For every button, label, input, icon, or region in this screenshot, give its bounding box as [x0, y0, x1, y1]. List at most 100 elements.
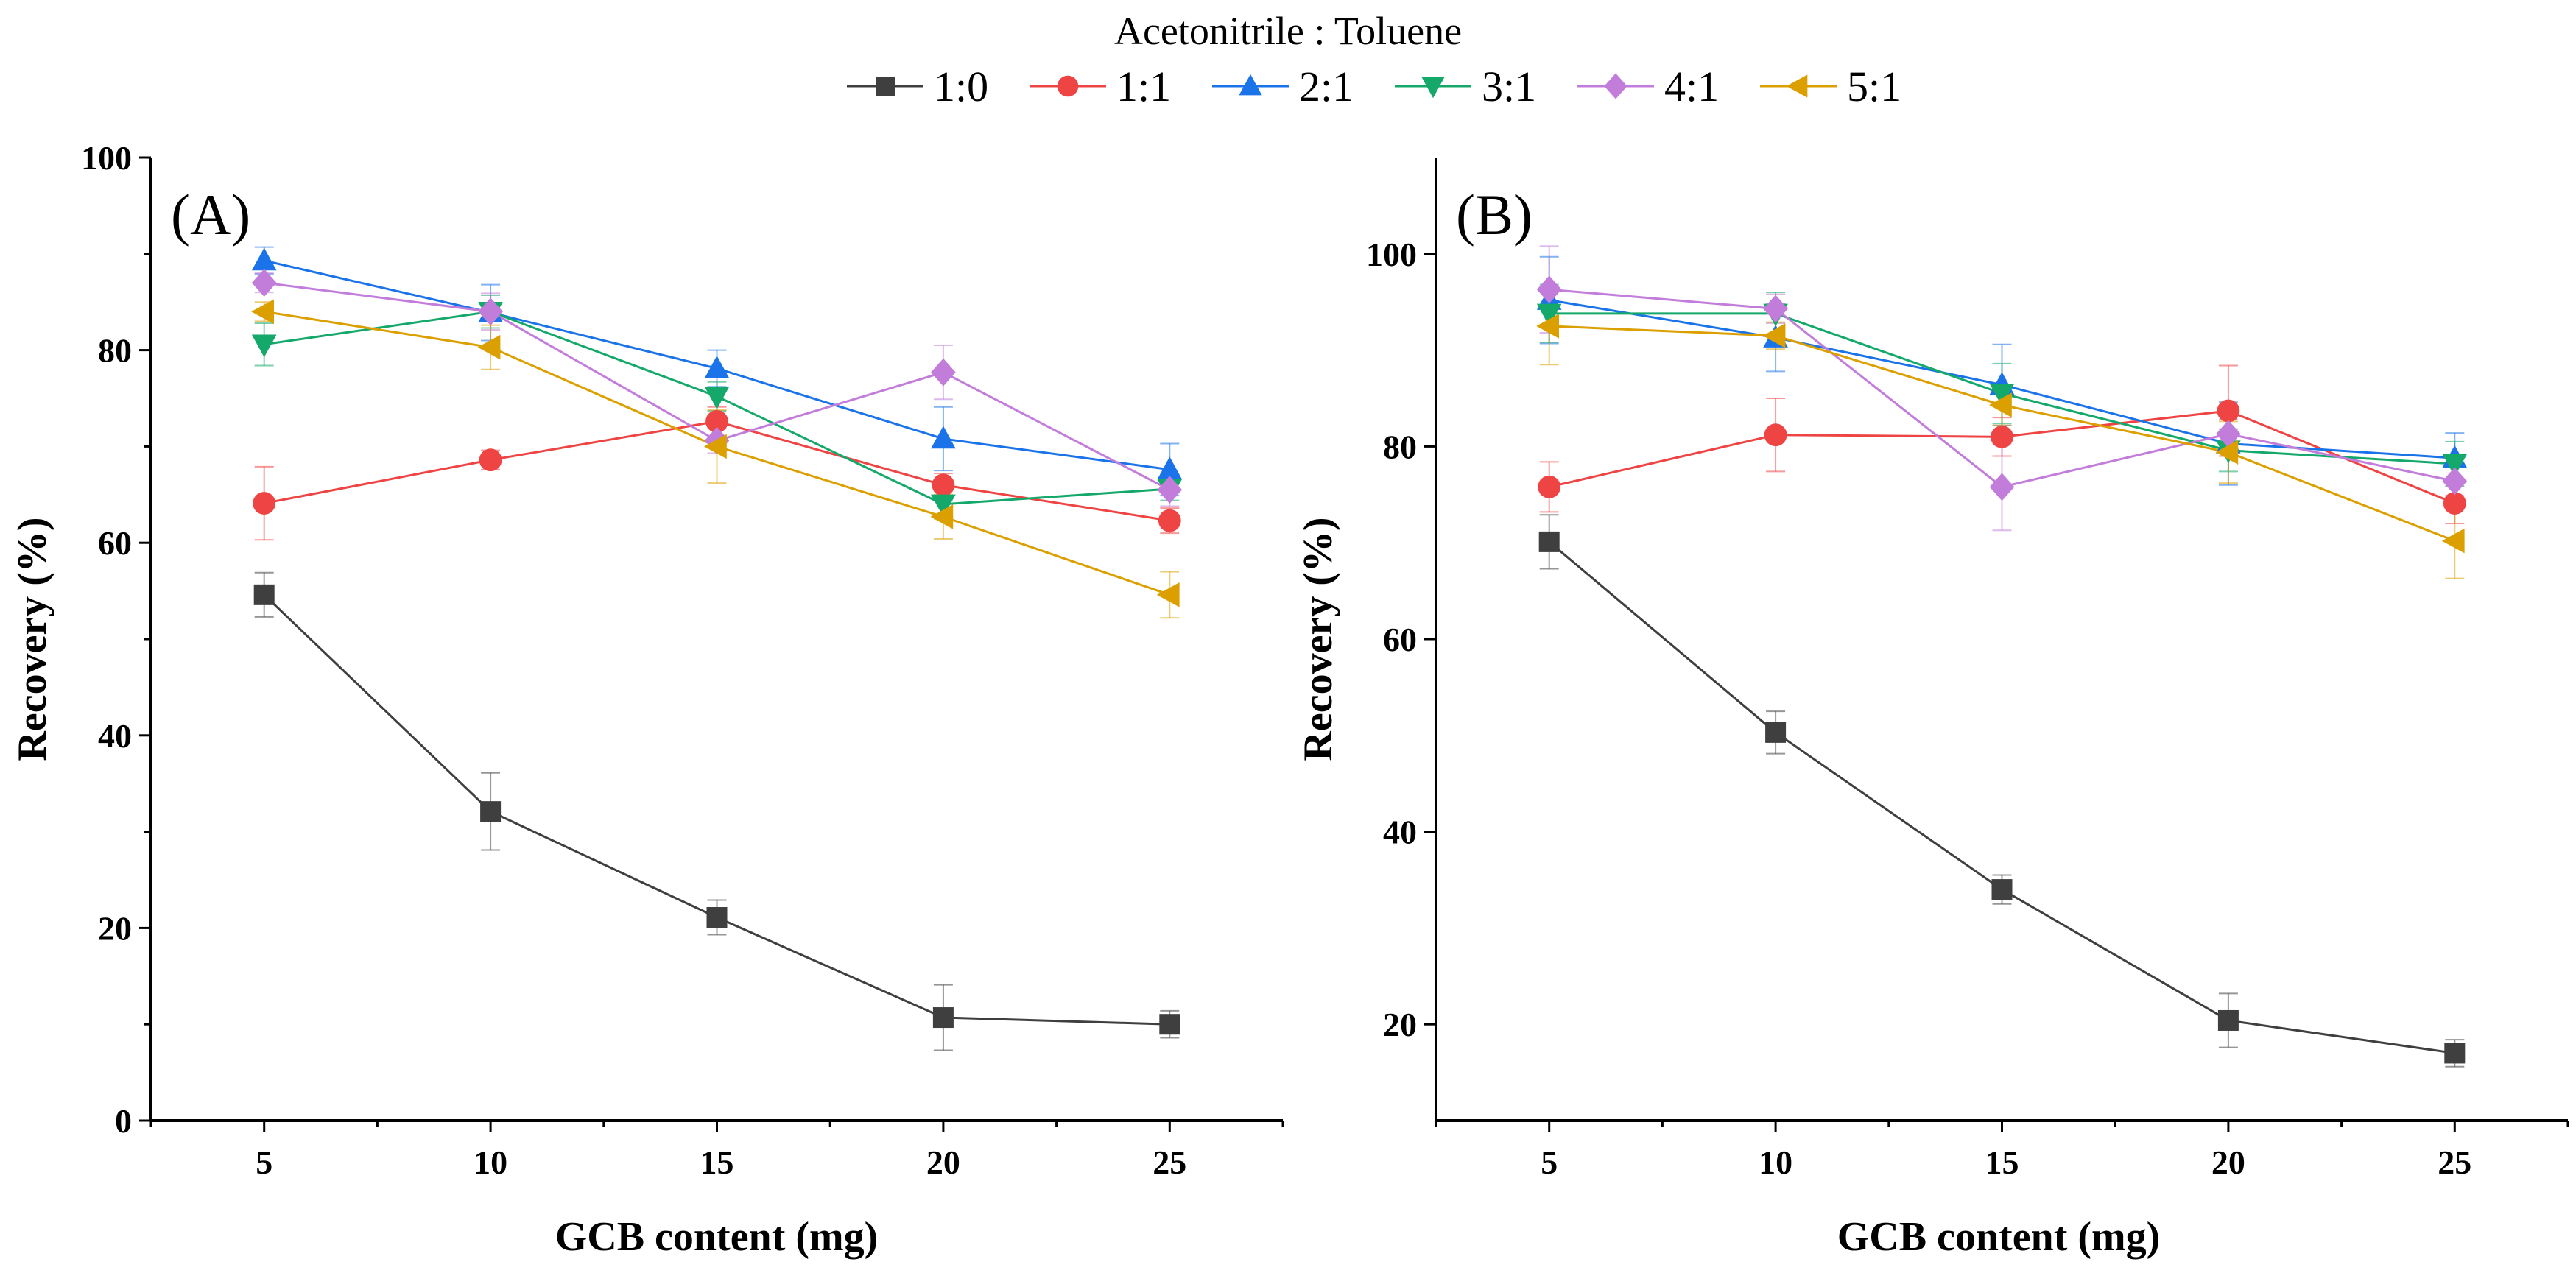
- data-point: [1158, 509, 1181, 532]
- legend-marker: [1604, 73, 1627, 99]
- data-point: [251, 334, 277, 358]
- panel-a-y-axis-title: Recovery (%): [10, 517, 55, 761]
- y-tick-label: 20: [1383, 1006, 1417, 1043]
- x-tick-label: 20: [926, 1143, 960, 1181]
- panel-a-axes: 0 20 40 60 80 100 5 10 15 20 25: [81, 139, 1284, 1181]
- legend-item: 3:1: [1395, 63, 1536, 110]
- data-point: [930, 504, 954, 529]
- data-point: [2443, 492, 2466, 515]
- series-markers-4-1: [1536, 275, 2468, 501]
- data-point: [704, 387, 730, 409]
- legend-label: 1:1: [1116, 63, 1171, 110]
- data-point: [1762, 323, 1786, 348]
- legend-label: 5:1: [1847, 63, 1901, 110]
- data-point: [251, 247, 277, 271]
- y-tick-label: 80: [1383, 428, 1417, 465]
- x-tick-label: 25: [2438, 1143, 2471, 1181]
- data-point: [2441, 528, 2465, 554]
- data-point: [704, 355, 730, 378]
- panel-b-label: (B): [1456, 183, 1532, 247]
- data-point: [1764, 423, 1787, 447]
- data-point: [2217, 1009, 2239, 1031]
- y-tick-label: 60: [1383, 621, 1417, 658]
- data-point: [1991, 879, 2013, 900]
- data-point: [932, 1007, 954, 1029]
- data-point: [251, 269, 277, 297]
- data-point: [1159, 1014, 1180, 1035]
- legend-items: 1:0 1:1 2:1 3:1 4:1 5:1: [847, 63, 1901, 110]
- series-markers-1-1: [1538, 399, 2466, 515]
- panel-b-x-axis-title: GCB content (mg): [1837, 1214, 2161, 1260]
- legend-label: 4:1: [1664, 63, 1719, 110]
- series-markers-1-1: [253, 409, 1181, 532]
- data-point: [1989, 392, 2012, 417]
- data-point: [705, 409, 728, 433]
- data-point: [479, 448, 502, 472]
- x-tick-label: 10: [474, 1143, 507, 1181]
- x-tick-label: 15: [1985, 1143, 2019, 1181]
- y-tick-label: 60: [98, 524, 132, 562]
- legend-marker: [1421, 77, 1445, 99]
- data-point: [1538, 475, 1561, 498]
- y-tick-label: 0: [115, 1102, 132, 1140]
- data-point: [1157, 476, 1183, 504]
- data-point: [478, 297, 503, 326]
- x-tick-label: 20: [2211, 1143, 2245, 1181]
- legend-item: 1:0: [847, 63, 988, 110]
- legend-item: 2:1: [1212, 63, 1354, 110]
- x-tick-label: 5: [1541, 1143, 1558, 1181]
- legend-marker: [1786, 74, 1808, 98]
- series-line: [1548, 540, 2455, 1054]
- x-tick-label: 25: [1152, 1143, 1186, 1181]
- data-point: [477, 334, 501, 360]
- y-tick-label: 80: [98, 332, 132, 370]
- legend-label: 2:1: [1299, 63, 1354, 110]
- legend-label: 3:1: [1482, 63, 1536, 110]
- data-point: [931, 426, 956, 449]
- legend-item: 4:1: [1577, 63, 1719, 110]
- panel-a: 0 20 40 60 80 100 5 10 15 20 25 (A) GCB content (m…: [10, 139, 1284, 1260]
- data-point: [704, 434, 727, 459]
- panel-a-series: [251, 246, 1183, 1051]
- data-point: [1156, 582, 1180, 607]
- data-point: [1763, 295, 1788, 323]
- legend-marker: [1057, 75, 1079, 97]
- data-point: [1536, 303, 1562, 327]
- series-1-0: [1539, 514, 2465, 1068]
- series-markers-5-1: [251, 299, 1180, 607]
- y-tick-label: 100: [81, 139, 132, 177]
- series-markers-1-0: [1538, 531, 2466, 1064]
- data-point: [1538, 531, 1560, 552]
- data-point: [931, 358, 956, 387]
- data-point: [1991, 425, 2013, 448]
- data-point: [1989, 473, 2015, 501]
- data-point: [253, 584, 275, 605]
- y-tick-label: 40: [98, 717, 132, 755]
- legend: Acetonitrile : Toluene 1:0 1:1 2:1 3:1 4:1 5:…: [847, 9, 1901, 110]
- y-tick-label: 20: [98, 909, 132, 947]
- data-point: [251, 299, 274, 325]
- legend-title: Acetonitrile : Toluene: [1114, 9, 1462, 53]
- data-point: [2215, 440, 2239, 465]
- panel-b-series: [1536, 245, 2468, 1068]
- panel-a-x-axis-title: GCB content (mg): [555, 1214, 879, 1260]
- y-tick-label: 100: [1366, 236, 1417, 273]
- data-point: [2444, 1043, 2466, 1064]
- data-point: [1536, 314, 1559, 339]
- data-point: [2217, 399, 2240, 423]
- x-tick-label: 10: [1759, 1143, 1792, 1181]
- series-markers-5-1: [1536, 314, 2465, 554]
- panel-b-y-axis-title: Recovery (%): [1295, 517, 1341, 761]
- data-point: [931, 494, 956, 518]
- legend-item: 1:1: [1030, 63, 1171, 110]
- data-point: [1765, 722, 1787, 743]
- data-point: [1536, 275, 1562, 304]
- data-point: [2442, 454, 2468, 477]
- data-point: [932, 473, 955, 497]
- series-1-0: [254, 571, 1180, 1051]
- panel-b-axes: 20 40 60 80 100 5 10 15 20 25: [1366, 158, 2569, 1181]
- panel-b: 20 40 60 80 100 5 10 15 20 25 (B) GCB content (mg…: [1295, 158, 2569, 1260]
- x-tick-label: 5: [256, 1143, 272, 1181]
- data-point: [706, 907, 728, 928]
